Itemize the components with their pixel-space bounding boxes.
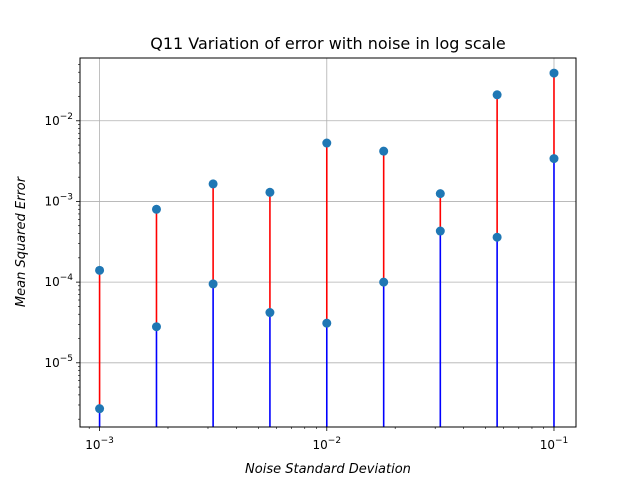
upper-error-point [322,138,332,148]
lower-error-point [549,154,559,164]
upper-error-point [549,68,559,78]
upper-error-point [379,146,389,156]
upper-error-point [208,179,218,189]
upper-error-point [151,204,161,214]
plot-frame [79,57,577,428]
upper-error-point [492,90,502,100]
marker-layer [95,68,559,414]
x-tick-label: 10−2 [313,436,342,452]
chart-title: Q11 Variation of error with noise in log… [150,34,505,53]
y-tick-label: 10−5 [44,354,73,370]
x-axis-label: Noise Standard Deviation [245,462,411,477]
lower-error-point [151,322,161,332]
lower-error-point [208,279,218,289]
lower-error-point [95,404,105,414]
y-tick-label: 10−2 [44,112,73,128]
lower-error-point [492,232,502,242]
upper-error-point [265,187,275,197]
tick-layer: 10−3 10−2 10−1 10−5 10−4 10−3 10−2 [44,64,568,452]
y-tick-label: 10−4 [44,273,73,289]
lower-error-point [322,318,332,328]
x-tick-label: 10−3 [85,436,114,452]
x-tick-label: 10−1 [540,436,569,452]
upper-error-point [95,265,105,275]
upper-error-point [435,189,445,199]
lower-error-point [379,277,389,287]
lower-error-point [265,308,275,318]
y-tick-label: 10−3 [44,192,73,208]
y-axis-label: Mean Squared Error [14,175,29,307]
lower-error-point [435,226,445,236]
